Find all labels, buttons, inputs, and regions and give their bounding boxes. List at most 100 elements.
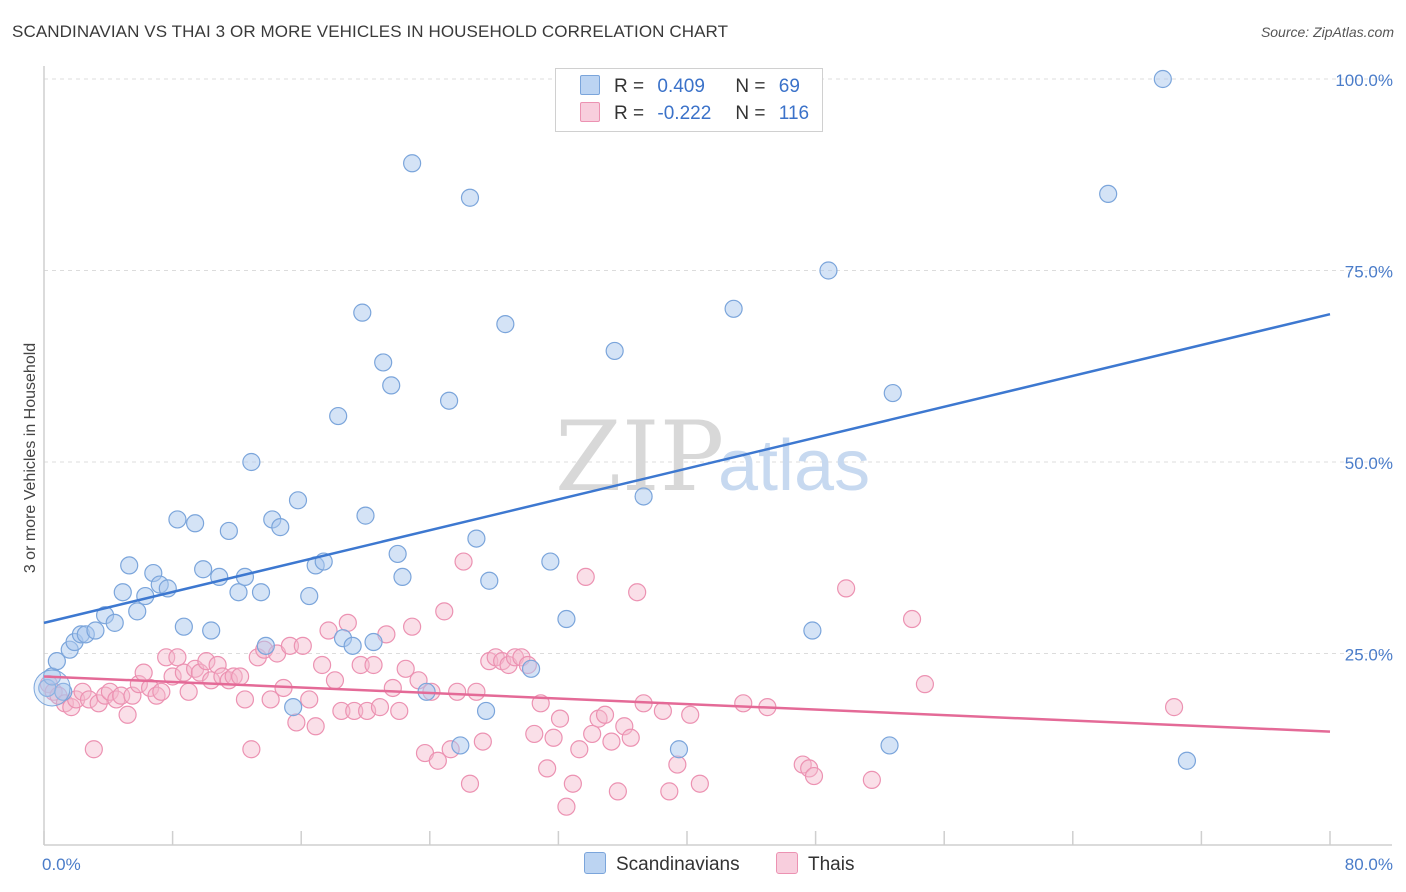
scandinavians-point [229,583,248,602]
scandinavians-point [467,529,486,548]
thais-point [608,782,627,801]
scandinavians-point [271,518,290,537]
scandinavians-point [300,586,319,606]
thais-point [403,617,422,636]
scandinavians-point [439,391,459,410]
thais-point [306,717,325,736]
thais-point [174,663,193,682]
scandinavians-point [186,514,205,533]
scandinavians-point [120,556,139,575]
scandinavians-point [883,383,902,403]
thais-points [39,552,1184,816]
legend-r-label: R = [614,103,645,124]
x-tick-label: 0.0% [42,855,81,874]
watermark: ZIP atlas [555,401,870,513]
thais-point [915,675,935,694]
scandinavians-point [219,521,238,541]
scandinavians-point [33,669,71,707]
thais-point [862,770,881,789]
x-tick-labels: 0.0% 80.0% [42,855,1393,874]
thais-point [332,701,351,721]
scandinavians-point [1099,184,1118,203]
thais-point [235,690,255,709]
scandinavians-point [242,452,261,472]
thais-point [84,740,103,759]
watermark-atlas: atlas [718,426,870,506]
scandinavians-point [403,154,422,173]
scandinavians-point [382,376,401,395]
thais-point [467,682,486,701]
scandinavians-point [194,560,213,579]
thais-point [152,682,171,701]
legend-row-scandinavians: R = 0.409 N = 69 [580,75,800,99]
thais-point [902,609,922,629]
thais-point [383,678,402,698]
thais-point [602,732,621,751]
pink-swatch-icon [580,102,600,122]
thais-point [134,663,153,682]
thais-trend-line [43,675,1331,733]
thais-point [168,648,187,667]
thais-point [351,655,370,675]
thais-point [525,724,544,744]
scandinavians-point [374,353,393,372]
thais-point [428,751,447,770]
legend-r-value: -0.222 [657,103,712,124]
thais-point [118,705,137,724]
thais-point [280,636,300,655]
scandinavians-point [251,583,271,602]
legend-item-thais[interactable]: Thais [776,852,854,876]
thais-point [396,659,415,678]
scandinavians-points [33,69,1197,770]
legend-item-scandinavians[interactable]: Scandinavians [584,852,740,876]
scandinavians-point [86,621,105,640]
legend-n-label: N = [735,103,766,124]
y-axis-title: 3 or more Vehicles in Household [22,343,39,573]
blue-swatch-icon [584,852,606,874]
thais-point [690,774,709,793]
thais-point [261,690,280,709]
scandinavians-trend-line [43,312,1331,625]
thais-point [544,728,563,747]
thais-point [583,724,602,744]
thais-point [319,621,338,640]
legend-r-value: 0.409 [657,76,705,97]
trend-lines [43,312,1331,733]
source-label: Source: ZipAtlas.com [1260,24,1394,40]
thais-point [563,774,582,793]
legend-n-value: 69 [778,76,800,97]
y-tick-label: 50.0% [1345,454,1393,473]
scandinavians-point [284,698,303,717]
y-tick-labels: 25.0% 50.0% 75.0% 100.0% [1335,71,1393,665]
scandinavians-point [480,571,499,590]
thais-point [576,567,595,587]
scandinavians-point [113,583,132,602]
y-tick-label: 75.0% [1345,263,1393,282]
thais-point [364,655,383,675]
legend-label: Scandinavians [616,854,740,875]
thais-point [435,602,454,621]
x-tick-label: 80.0% [1345,855,1393,874]
y-tick-label: 100.0% [1335,71,1393,90]
thais-point [242,740,261,759]
scandinavians-point [605,341,624,361]
scandinavians-point [329,406,348,426]
scandinavians-point [496,315,515,334]
thais-point [1164,698,1184,717]
thais-point [681,705,700,724]
scandinavians-point [353,303,372,322]
scandinavians-point [174,617,193,636]
thais-point [338,613,357,632]
thais-point [231,667,250,686]
scandinavians-point [819,261,838,280]
thais-point [538,759,557,778]
thais-point [208,655,227,675]
thais-point [287,713,306,732]
scandinavians-point [1177,751,1197,770]
scandinavians-point [54,682,73,701]
chart-title: SCANDINAVIAN VS THAI 3 OR MORE VEHICLES … [12,22,729,41]
scandinavians-point [634,487,653,506]
legend-row-thais: R = -0.222 N = 116 [580,102,809,126]
thais-point [621,728,640,747]
